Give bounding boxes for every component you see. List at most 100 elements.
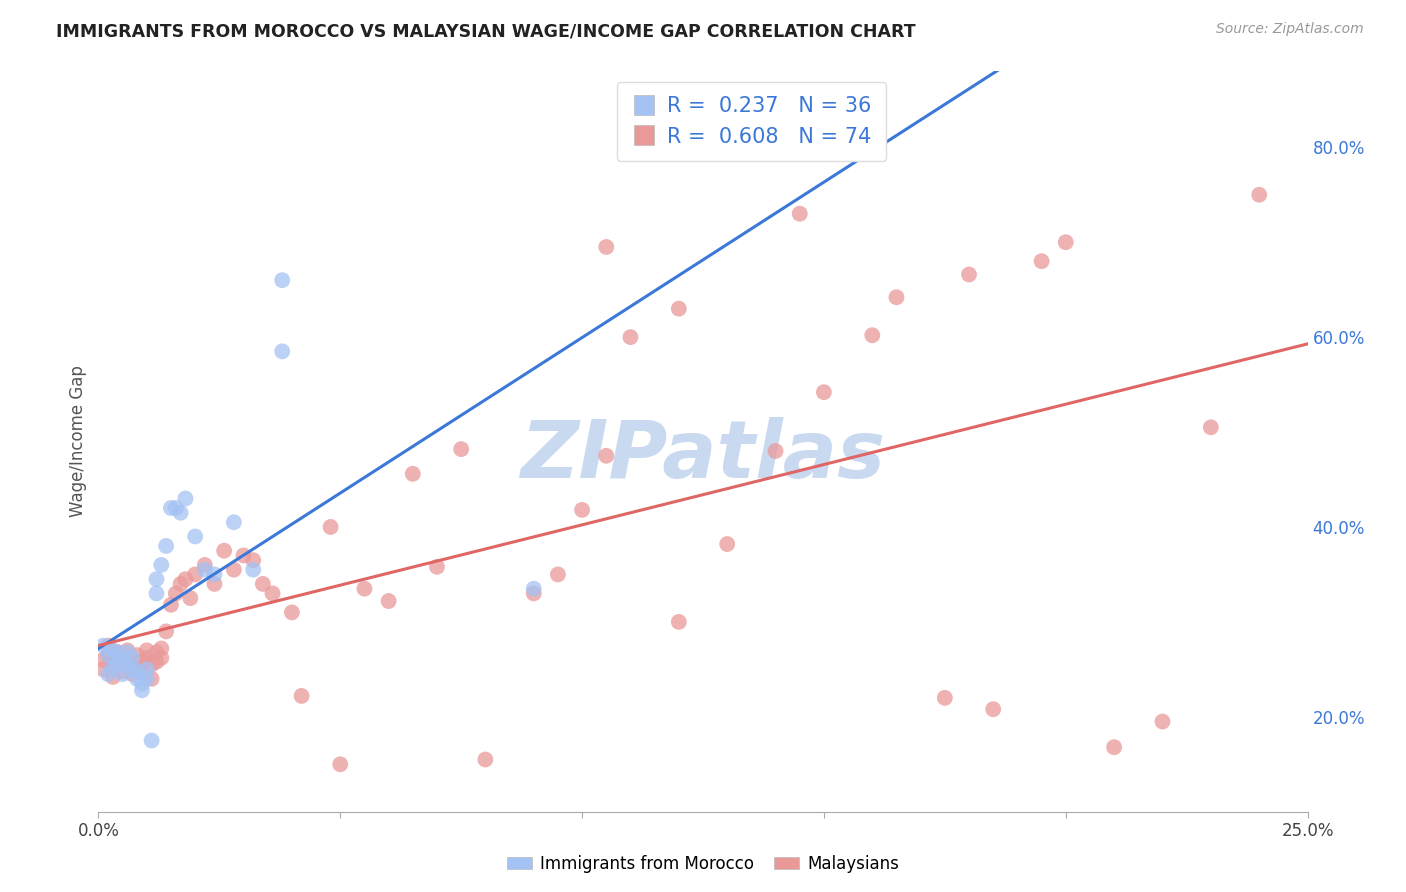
Point bbox=[402, 467, 425, 481]
Point bbox=[595, 449, 617, 463]
Point bbox=[716, 537, 738, 551]
Point bbox=[97, 648, 120, 662]
Point bbox=[97, 648, 120, 662]
Point bbox=[174, 491, 197, 506]
Point bbox=[1249, 187, 1271, 202]
Point bbox=[101, 655, 124, 669]
Point bbox=[141, 733, 163, 747]
Point bbox=[281, 606, 304, 620]
Point bbox=[107, 657, 129, 672]
Point bbox=[150, 641, 173, 656]
Legend: Immigrants from Morocco, Malaysians: Immigrants from Morocco, Malaysians bbox=[501, 848, 905, 880]
Point bbox=[571, 503, 593, 517]
Point bbox=[222, 515, 245, 529]
Point bbox=[97, 639, 120, 653]
Point bbox=[329, 757, 352, 772]
Point bbox=[127, 672, 149, 686]
Point bbox=[1054, 235, 1077, 250]
Point bbox=[135, 643, 157, 657]
Point bbox=[886, 290, 908, 304]
Point bbox=[619, 330, 641, 344]
Point bbox=[91, 653, 114, 667]
Point bbox=[353, 582, 375, 596]
Point bbox=[204, 577, 226, 591]
Point bbox=[1031, 254, 1053, 268]
Point bbox=[474, 752, 496, 766]
Point bbox=[131, 683, 153, 698]
Point bbox=[141, 672, 163, 686]
Legend: R =  0.237   N = 36, R =  0.608   N = 74: R = 0.237 N = 36, R = 0.608 N = 74 bbox=[617, 82, 886, 161]
Point bbox=[271, 273, 294, 287]
Point bbox=[160, 598, 183, 612]
Y-axis label: Wage/Income Gap: Wage/Income Gap bbox=[69, 366, 87, 517]
Point bbox=[165, 586, 187, 600]
Point bbox=[204, 567, 226, 582]
Point bbox=[523, 582, 546, 596]
Point bbox=[184, 567, 207, 582]
Point bbox=[141, 657, 163, 672]
Point bbox=[252, 577, 274, 591]
Point bbox=[262, 586, 284, 600]
Point bbox=[450, 442, 472, 457]
Point bbox=[242, 563, 264, 577]
Point bbox=[232, 549, 254, 563]
Point bbox=[957, 268, 980, 282]
Point bbox=[212, 543, 235, 558]
Point bbox=[101, 660, 124, 674]
Point bbox=[668, 301, 690, 316]
Point bbox=[127, 657, 149, 672]
Point bbox=[426, 559, 449, 574]
Point bbox=[981, 702, 1004, 716]
Point bbox=[107, 645, 129, 659]
Point bbox=[121, 667, 143, 681]
Point bbox=[117, 645, 139, 659]
Point bbox=[145, 645, 167, 659]
Point bbox=[194, 558, 217, 572]
Point bbox=[111, 651, 134, 665]
Point bbox=[131, 655, 153, 669]
Point bbox=[1199, 420, 1222, 434]
Point bbox=[127, 648, 149, 662]
Point bbox=[222, 563, 245, 577]
Point bbox=[184, 529, 207, 543]
Point bbox=[290, 689, 312, 703]
Text: IMMIGRANTS FROM MOROCCO VS MALAYSIAN WAGE/INCOME GAP CORRELATION CHART: IMMIGRANTS FROM MOROCCO VS MALAYSIAN WAG… bbox=[56, 22, 915, 40]
Point bbox=[145, 586, 167, 600]
Point bbox=[101, 670, 124, 684]
Point bbox=[174, 572, 197, 586]
Point bbox=[319, 520, 342, 534]
Point bbox=[91, 662, 114, 676]
Point bbox=[860, 328, 883, 343]
Point bbox=[668, 615, 690, 629]
Point bbox=[107, 657, 129, 671]
Text: ZIPatlas: ZIPatlas bbox=[520, 417, 886, 495]
Point bbox=[1152, 714, 1174, 729]
Point bbox=[765, 444, 787, 458]
Point bbox=[121, 653, 143, 667]
Point bbox=[121, 651, 143, 665]
Point bbox=[271, 344, 294, 359]
Point bbox=[169, 577, 191, 591]
Point bbox=[145, 572, 167, 586]
Point bbox=[169, 506, 191, 520]
Point bbox=[1102, 740, 1125, 755]
Point bbox=[150, 651, 173, 665]
Point bbox=[117, 643, 139, 657]
Point bbox=[131, 665, 153, 679]
Point bbox=[101, 643, 124, 657]
Point bbox=[117, 657, 139, 671]
Point bbox=[117, 657, 139, 672]
Point bbox=[934, 690, 956, 705]
Point bbox=[111, 667, 134, 681]
Point bbox=[91, 639, 114, 653]
Point bbox=[127, 665, 149, 679]
Point bbox=[160, 500, 183, 515]
Point bbox=[155, 624, 177, 639]
Point bbox=[547, 567, 569, 582]
Point bbox=[135, 672, 157, 686]
Point bbox=[194, 563, 217, 577]
Point bbox=[165, 500, 187, 515]
Point bbox=[121, 662, 143, 676]
Point bbox=[155, 539, 177, 553]
Point bbox=[377, 594, 399, 608]
